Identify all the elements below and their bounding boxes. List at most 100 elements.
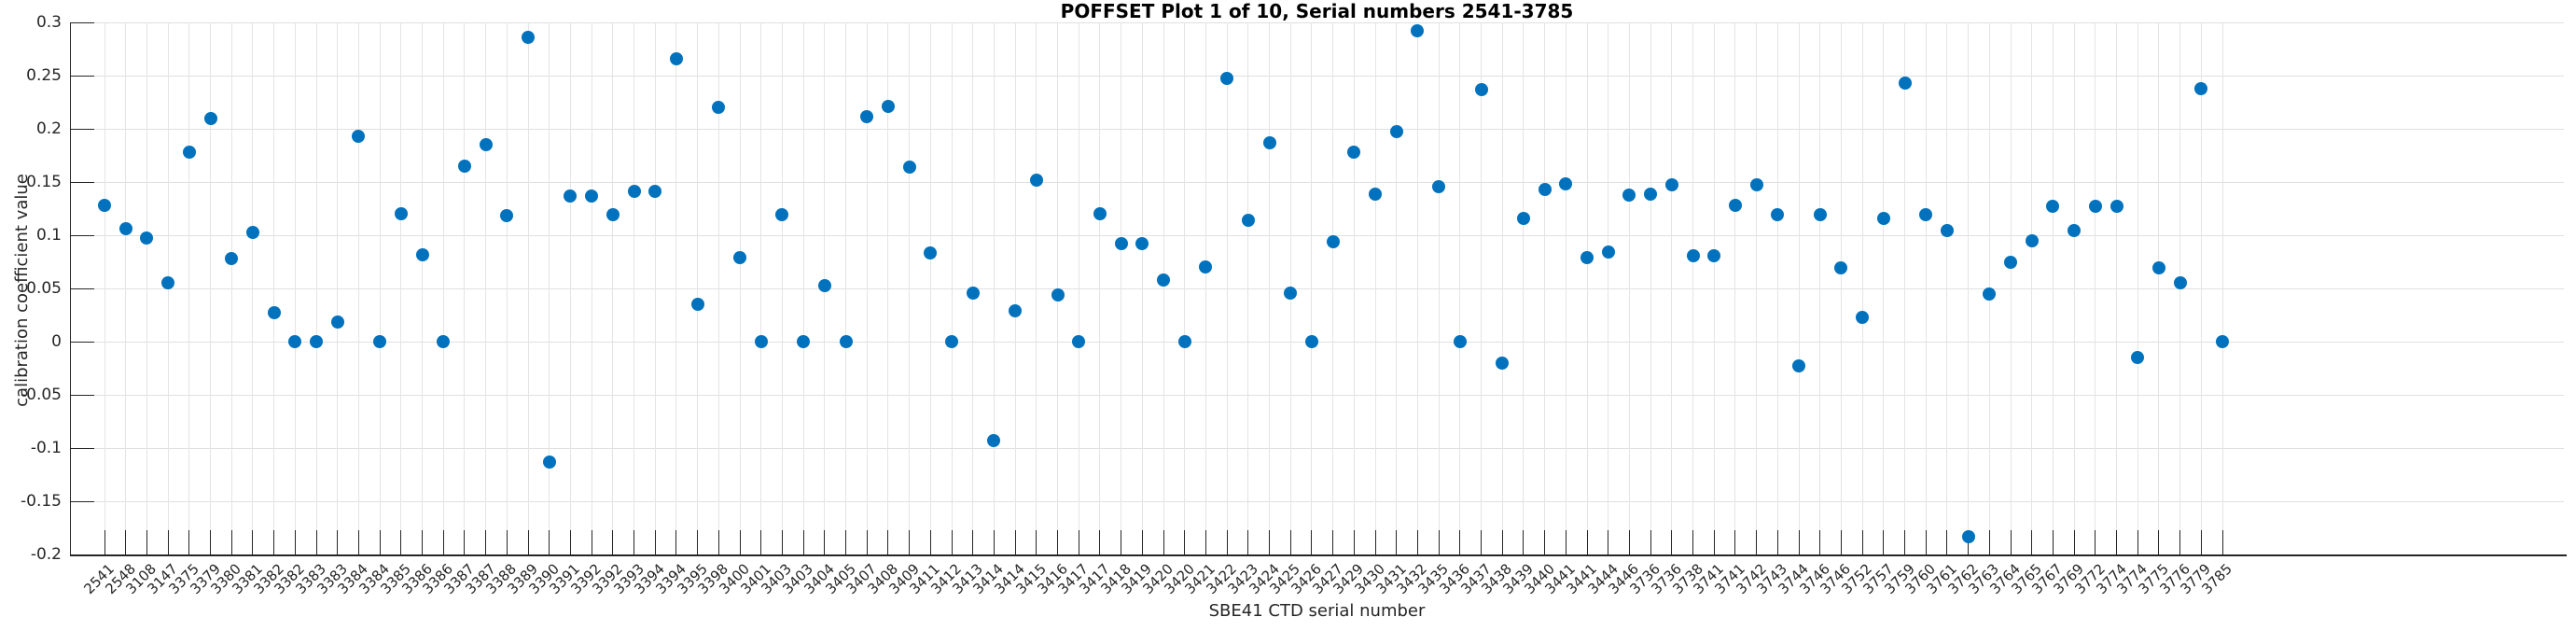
x-gridline	[1544, 22, 1546, 554]
data-point	[2088, 200, 2102, 214]
data-point	[987, 434, 1001, 448]
data-point	[966, 286, 980, 300]
x-tick-mark	[717, 530, 719, 554]
x-tick-mark	[1416, 530, 1418, 554]
x-tick-mark	[210, 530, 211, 554]
y-gridline	[70, 394, 2564, 396]
x-tick-mark	[1756, 530, 1758, 554]
x-gridline	[1226, 22, 1228, 554]
data-point	[1749, 178, 1763, 192]
x-gridline	[2200, 22, 2202, 554]
data-point	[2046, 200, 2060, 214]
x-tick-mark	[1353, 530, 1355, 554]
data-point	[945, 335, 958, 348]
x-gridline	[929, 22, 931, 554]
data-point	[394, 207, 408, 221]
data-point	[479, 138, 493, 152]
x-tick-mark	[464, 530, 466, 554]
x-tick-mark	[1925, 530, 1927, 554]
data-point	[225, 252, 239, 266]
x-gridline	[1163, 22, 1164, 554]
data-point	[1707, 248, 1721, 262]
y-gridline	[70, 234, 2564, 236]
y-gridline	[70, 21, 2564, 23]
x-gridline	[1481, 22, 1482, 554]
x-gridline	[485, 22, 487, 554]
x-gridline	[1501, 22, 1503, 554]
data-point	[1961, 529, 1975, 543]
data-point	[1157, 273, 1170, 287]
x-gridline	[506, 22, 508, 554]
x-tick-mark	[1184, 530, 1186, 554]
x-tick-mark	[972, 530, 974, 554]
data-point	[775, 208, 789, 222]
y-gridline	[70, 181, 2564, 183]
data-point	[1983, 287, 1997, 301]
data-point	[1538, 182, 1552, 196]
data-point	[712, 101, 726, 115]
x-gridline	[654, 22, 656, 554]
x-gridline	[993, 22, 995, 554]
data-point	[2025, 233, 2039, 247]
y-tick-mark	[71, 75, 94, 77]
x-gridline	[697, 22, 699, 554]
data-point	[1135, 237, 1149, 251]
x-gridline	[379, 22, 381, 554]
data-point	[310, 335, 323, 348]
data-point	[2131, 351, 2145, 365]
data-point	[457, 159, 471, 173]
x-tick-mark	[1819, 530, 1821, 554]
x-gridline	[845, 22, 846, 554]
x-tick-mark	[2179, 530, 2181, 554]
data-point	[1177, 335, 1191, 348]
x-tick-mark	[1650, 530, 1651, 554]
x-tick-mark	[1099, 530, 1101, 554]
data-point	[1622, 188, 1636, 202]
x-tick-mark	[697, 530, 699, 554]
x-tick-mark	[1840, 530, 1842, 554]
data-point	[754, 335, 768, 348]
x-tick-mark	[1247, 530, 1249, 554]
x-gridline	[2221, 22, 2223, 554]
x-tick-mark	[146, 530, 147, 554]
x-gridline	[315, 22, 317, 554]
x-tick-mark	[1438, 530, 1440, 554]
x-tick-mark	[485, 530, 487, 554]
x-tick-mark	[1946, 530, 1948, 554]
y-gridline	[70, 75, 2564, 77]
x-tick-mark	[1481, 530, 1482, 554]
x-tick-mark	[506, 530, 508, 554]
x-gridline	[1416, 22, 1418, 554]
x-tick-mark	[294, 530, 296, 554]
data-point	[1601, 245, 1615, 259]
y-tick-mark	[71, 287, 94, 289]
data-point	[817, 278, 831, 292]
x-tick-mark	[612, 530, 614, 554]
x-tick-mark	[1459, 530, 1461, 554]
y-tick-label: -0.1	[30, 439, 62, 457]
data-point	[2151, 261, 2165, 275]
x-tick-mark	[1332, 530, 1334, 554]
data-point	[1093, 207, 1107, 221]
x-gridline	[739, 22, 741, 554]
x-gridline	[760, 22, 762, 554]
data-point	[1432, 179, 1446, 193]
data-point	[245, 225, 259, 239]
x-tick-mark	[1396, 530, 1398, 554]
data-point	[1644, 187, 1658, 201]
y-tick-mark	[71, 181, 94, 183]
data-point	[500, 209, 514, 223]
x-gridline	[2052, 22, 2054, 554]
data-point	[2216, 335, 2229, 348]
x-gridline	[1734, 22, 1736, 554]
data-point	[1369, 187, 1382, 201]
x-gridline	[1713, 22, 1715, 554]
x-tick-mark	[2200, 530, 2202, 554]
data-point	[648, 185, 662, 199]
y-tick-label: 0.1	[35, 226, 62, 245]
data-point	[288, 335, 302, 348]
y-gridline	[70, 447, 2564, 449]
x-gridline	[146, 22, 147, 554]
x-gridline	[337, 22, 339, 554]
